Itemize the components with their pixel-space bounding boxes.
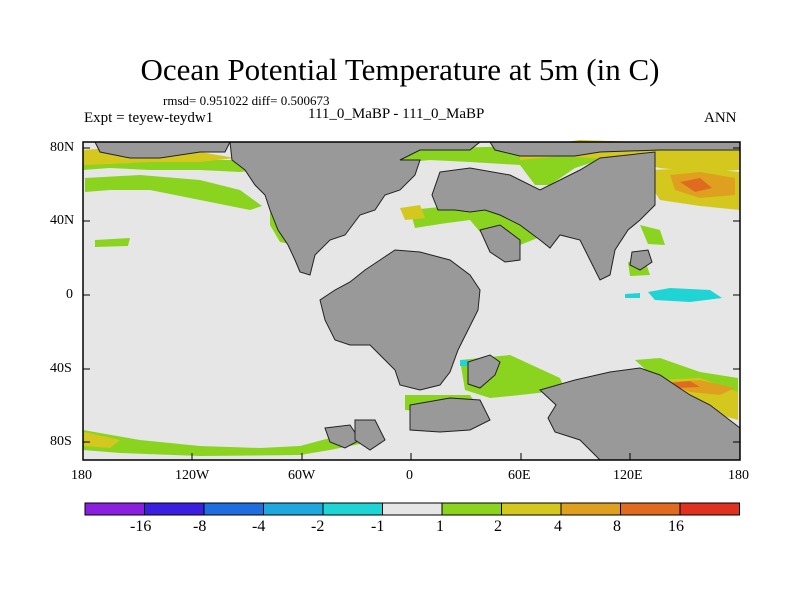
x-tick-180w: 180	[71, 468, 92, 483]
y-tick-0: 0	[66, 287, 73, 302]
colorbar	[84, 502, 740, 516]
colorbar-swatch	[382, 502, 443, 516]
land-north-america	[229, 141, 482, 276]
plot-title: Ocean Potential Temperature at 5m (in C)	[140, 52, 660, 87]
colorbar-label: -4	[252, 518, 266, 535]
colorbar-swatch	[144, 502, 205, 516]
colorbar-label: 4	[554, 518, 562, 535]
colorbar-swatch	[501, 502, 562, 516]
land-australia	[467, 354, 501, 389]
colorbar-label: 1	[436, 518, 444, 535]
y-tick-80s: 80S	[50, 434, 72, 449]
land-arctic-west	[94, 141, 231, 159]
colorbar-swatch	[263, 502, 324, 516]
colorbar-swatch	[441, 502, 502, 516]
land-eurasia	[431, 151, 656, 281]
land	[94, 141, 741, 461]
colorbar-swatch	[322, 502, 383, 516]
season-label: ANN	[704, 110, 737, 126]
colorbar-label: 8	[613, 518, 621, 535]
colorbar-swatch	[203, 502, 264, 516]
y-tick-40s: 40S	[50, 361, 72, 376]
land-south-peninsula	[354, 419, 386, 451]
land-south-arc	[324, 424, 361, 449]
land-middle-east	[479, 224, 521, 263]
colorbar-label: 16	[668, 518, 684, 535]
x-tick-120e: 120E	[613, 468, 643, 483]
x-tick-60w: 60W	[288, 468, 316, 483]
colorbar-swatch	[560, 502, 621, 516]
anomaly-cyan	[460, 288, 722, 366]
x-axis	[82, 453, 741, 460]
y-axis	[83, 147, 740, 443]
x-tick-120w: 120W	[175, 468, 210, 483]
stats-line: rmsd= 0.951022 diff= 0.500673	[163, 93, 330, 108]
land-africa	[319, 249, 481, 391]
y-tick-80n: 80N	[50, 140, 75, 155]
colorbar-label: -1	[371, 518, 385, 535]
case-label: 111_0_MaBP - 111_0_MaBP	[308, 106, 485, 122]
x-tick-180e: 180	[728, 468, 749, 483]
colorbar-label: -16	[130, 518, 152, 535]
land-se-asia	[629, 249, 653, 271]
colorbar-label: -2	[311, 518, 325, 535]
colorbar-label: 2	[494, 518, 502, 535]
x-tick-0: 0	[406, 468, 413, 483]
colorbar-label: -8	[193, 518, 207, 535]
colorbar-swatch	[84, 502, 145, 516]
colorbar-swatch	[620, 502, 681, 516]
y-tick-40n: 40N	[50, 213, 75, 228]
x-tick-60e: 60E	[508, 468, 531, 483]
land-south-west	[409, 397, 491, 433]
experiment-label: Expt = teyew-teydw1	[84, 110, 214, 126]
colorbar-swatch	[679, 502, 740, 516]
